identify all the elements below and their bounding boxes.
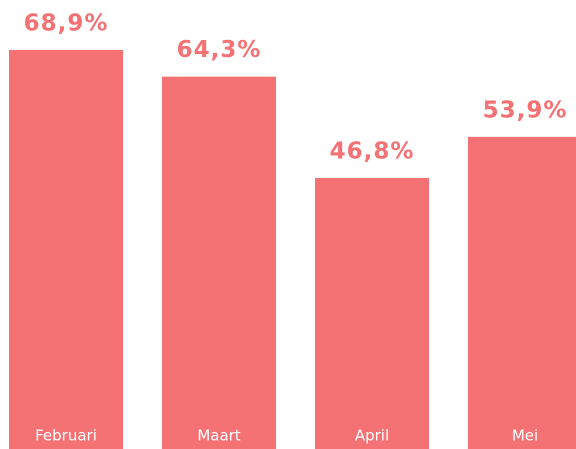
value-label: 64,3% — [177, 37, 262, 63]
category-label: April — [355, 427, 389, 445]
bar — [9, 50, 123, 449]
value-label: 53,9% — [483, 97, 568, 123]
category-label: Februari — [35, 427, 97, 445]
value-label: 68,9% — [24, 11, 109, 37]
value-label: 46,8% — [330, 138, 415, 164]
bar — [315, 177, 429, 449]
category-label: Mei — [512, 427, 538, 445]
category-label: Maart — [197, 427, 240, 445]
bar — [162, 76, 276, 449]
bar — [468, 136, 576, 449]
